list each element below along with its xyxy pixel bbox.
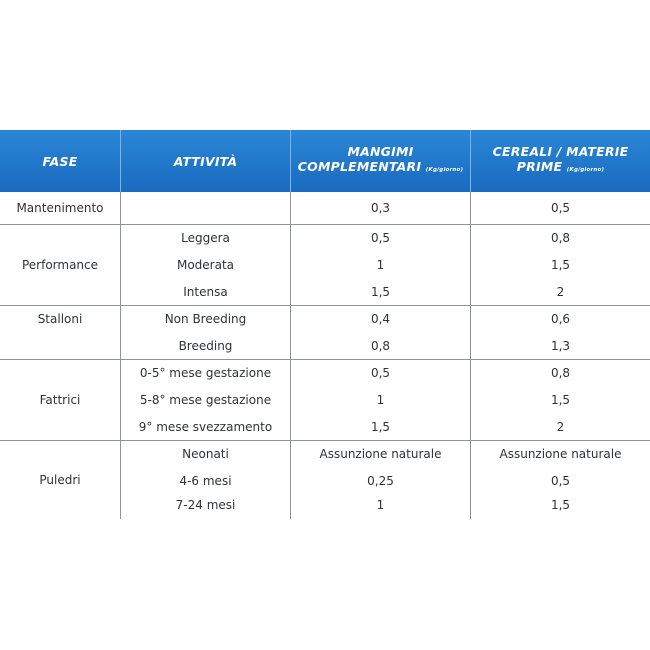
mangimi-cell: 1 [376, 393, 385, 407]
group-divider [0, 224, 650, 225]
header-mangimi-line2: COMPLEMENTARI [297, 159, 422, 174]
table-header: FASE ATTIVITÀ MANGIMI COMPLEMENTARI (Kg/… [0, 130, 650, 192]
column-divider [470, 192, 471, 519]
header-divider [120, 130, 121, 192]
header-attivita: ATTIVITÀ [121, 130, 290, 192]
header-divider [290, 130, 291, 192]
feeding-table: FASE ATTIVITÀ MANGIMI COMPLEMENTARI (Kg/… [0, 130, 650, 519]
mangimi-cell: 1,5 [370, 420, 391, 434]
fase-puledri: Puledri [39, 473, 81, 487]
cereali-cell: 0,8 [550, 366, 571, 380]
fase-stalloni: Stalloni [37, 312, 83, 326]
column-divider [120, 192, 121, 519]
header-mangimi-unit: (Kg/giorno) [425, 167, 464, 173]
group-divider [0, 359, 650, 360]
cereali-cell: 1,5 [550, 393, 571, 407]
header-fase: FASE [0, 130, 120, 192]
cereali-cell: 1,3 [550, 339, 571, 353]
group-divider [0, 305, 650, 306]
header-cereali: CEREALI / MATERIE PRIME (Kg/giorno) [471, 130, 650, 192]
attivita-cell: Moderata [176, 258, 235, 272]
mangimi-cell: 0,5 [370, 231, 391, 245]
table-body: Mantenimento 0,3 0,5 Performance Leggera… [0, 192, 650, 519]
mangimi-cell: 1 [376, 498, 385, 512]
mangimi-cell: Assunzione naturale [319, 447, 442, 461]
cereali-cell: 2 [556, 420, 565, 434]
attivita-cell: 0-5° mese gestazione [139, 366, 272, 380]
cereali-cell: 0,5 [550, 474, 571, 488]
cereali-cell: 1,5 [550, 498, 571, 512]
header-cereali-unit: (Kg/giorno) [566, 167, 605, 173]
header-cereali-line2: PRIME [516, 159, 563, 174]
attivita-cell: Non Breeding [164, 312, 247, 326]
fase-performance: Performance [21, 258, 99, 272]
attivita-cell: Neonati [182, 447, 229, 461]
header-cereali-line1: CEREALI / MATERIE [492, 144, 629, 159]
attivita-cell: Intensa [183, 285, 228, 299]
mangimi-cell: 1 [376, 258, 385, 272]
attivita-cell: Breeding [178, 339, 233, 353]
attivita-cell [121, 195, 290, 222]
cereali-cell: 0,6 [550, 312, 571, 326]
group-divider [0, 440, 650, 441]
cereali-cell: Assunzione naturale [499, 447, 622, 461]
attivita-cell: Leggera [181, 231, 230, 245]
cereali-cell: 1,5 [550, 258, 571, 272]
header-fase-label: FASE [42, 153, 78, 169]
fase-fattrici: Fattrici [39, 393, 81, 407]
mangimi-cell: 0,4 [370, 312, 391, 326]
mangimi-cell: 0,25 [367, 474, 394, 488]
attivita-cell: 5-8° mese gestazione [139, 393, 272, 407]
header-mangimi: MANGIMI COMPLEMENTARI (Kg/giorno) [291, 130, 470, 192]
mangimi-cell: 1,5 [370, 285, 391, 299]
attivita-cell: 9° mese svezzamento [138, 420, 273, 434]
cereali-cell: 2 [556, 285, 565, 299]
column-divider [290, 192, 291, 519]
attivita-cell: 7-24 mesi [175, 498, 236, 512]
cereali-cell: 0,8 [550, 231, 571, 245]
header-divider [470, 130, 471, 192]
fase-mantenimento: Mantenimento [16, 201, 104, 215]
attivita-cell: 4-6 mesi [179, 474, 232, 488]
mangimi-cell: 0,3 [370, 201, 391, 215]
header-mangimi-line1: MANGIMI [347, 144, 414, 159]
header-attivita-label: ATTIVITÀ [173, 153, 238, 169]
mangimi-cell: 0,5 [370, 366, 391, 380]
cereali-cell: 0,5 [550, 201, 571, 215]
mangimi-cell: 0,8 [370, 339, 391, 353]
